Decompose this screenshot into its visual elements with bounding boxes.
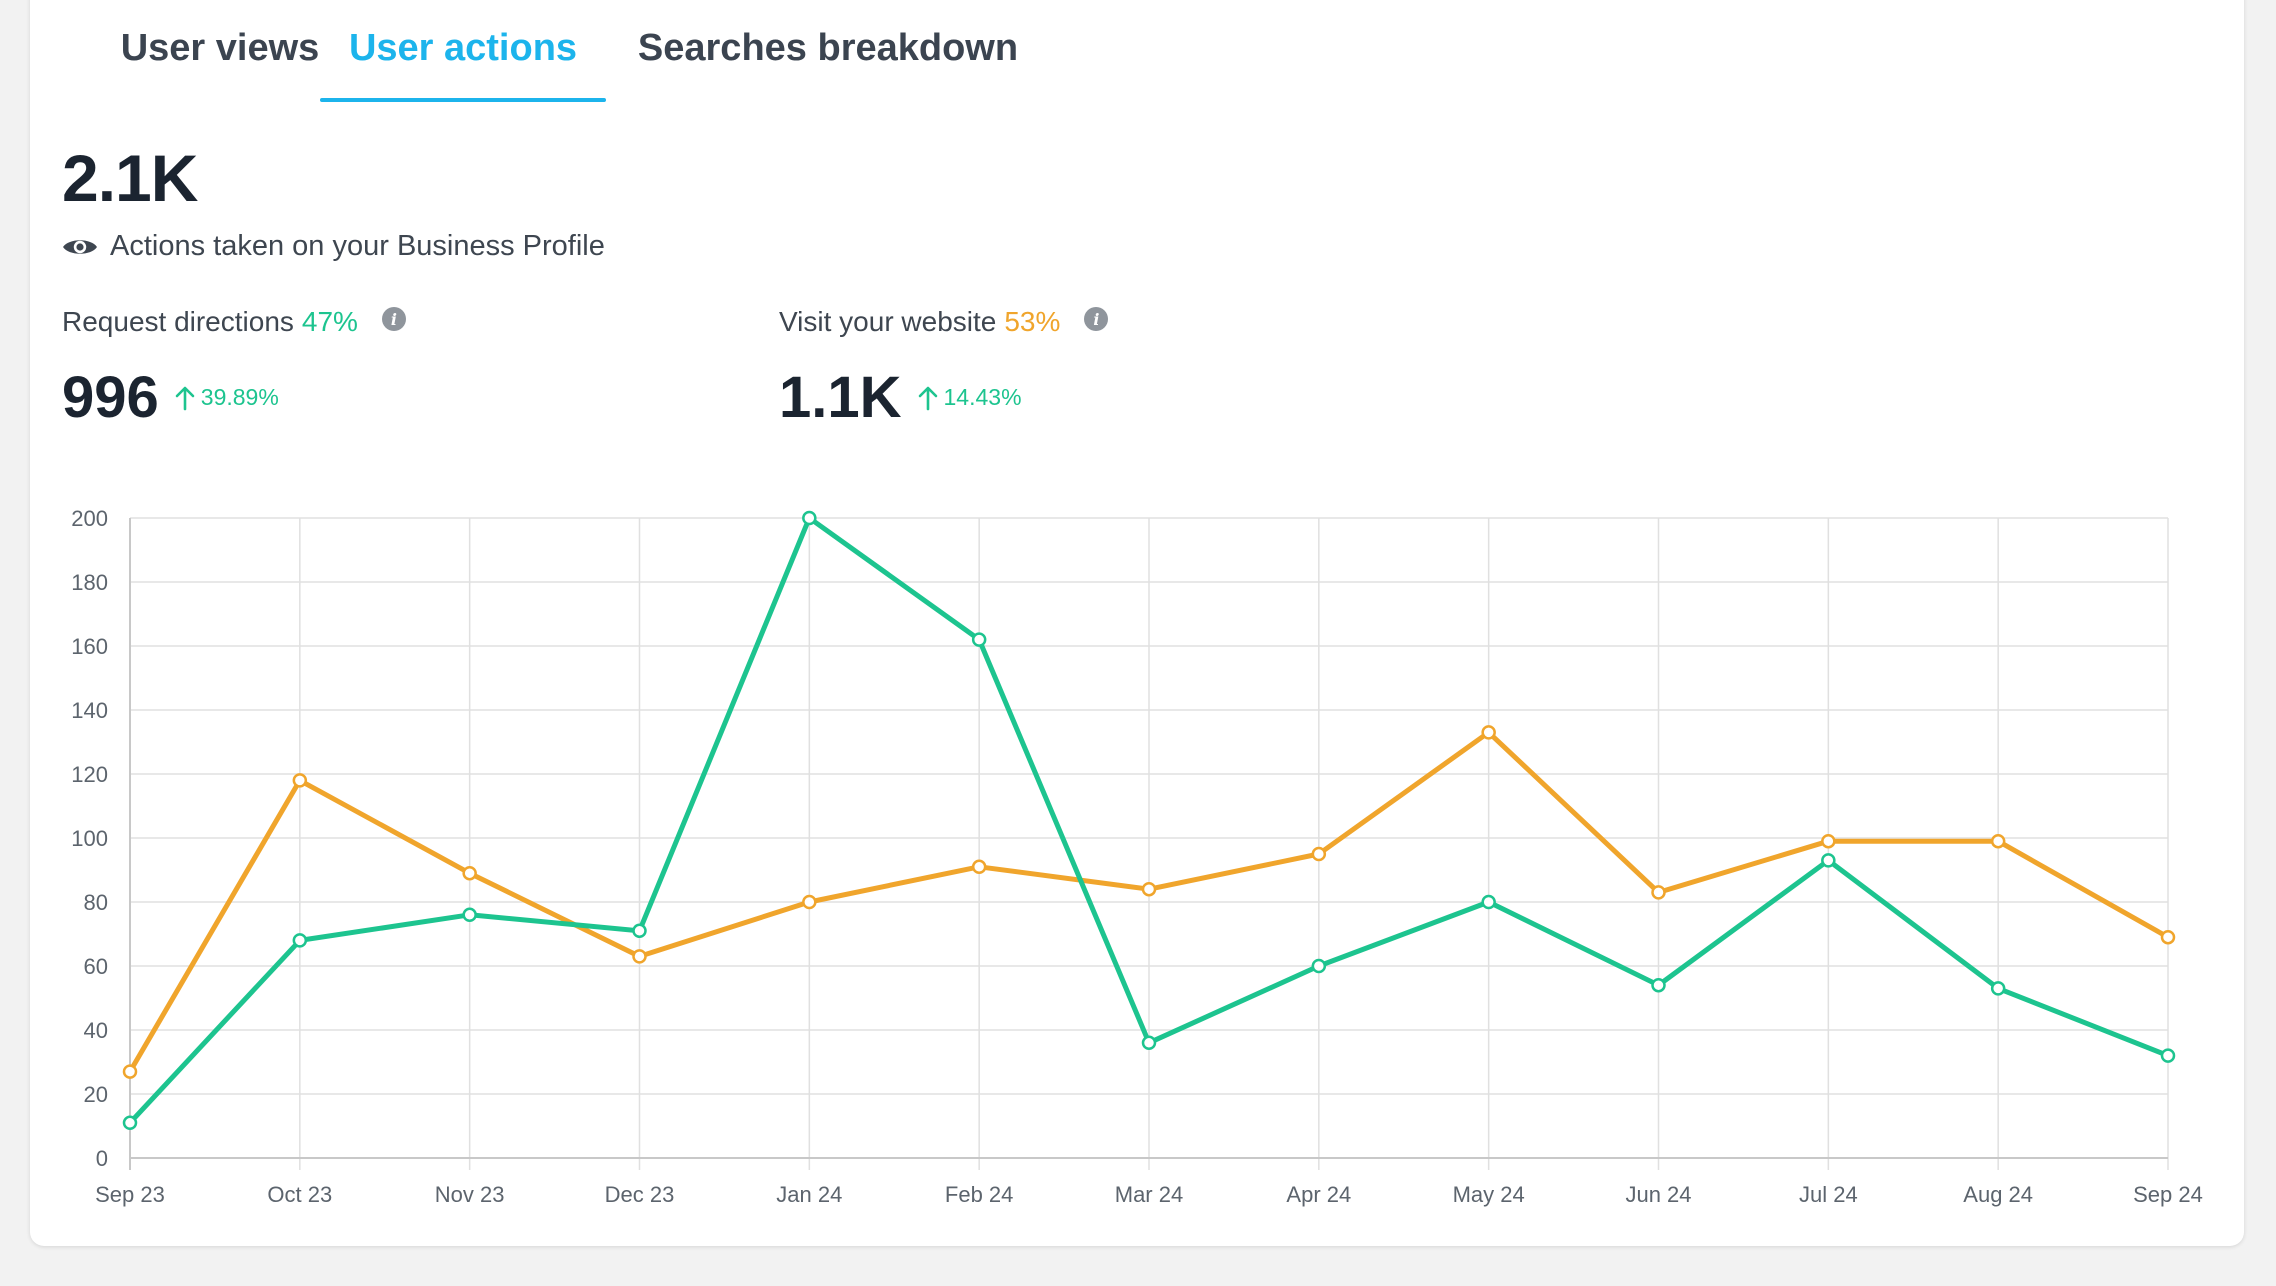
info-icon[interactable]: i xyxy=(1084,307,1109,331)
data-point xyxy=(1481,894,1496,910)
metric-value: 1.1K xyxy=(779,365,902,430)
metric-label: Visit your website xyxy=(779,306,997,337)
data-point xyxy=(1651,977,1666,993)
data-point xyxy=(632,923,647,939)
data-point xyxy=(802,510,817,526)
metric-share: 53% xyxy=(1004,306,1061,337)
x-tick-label: Sep 23 xyxy=(95,1182,165,1207)
x-tick-label: Nov 23 xyxy=(435,1182,505,1207)
y-tick-label: 120 xyxy=(71,762,108,787)
x-tick-label: Apr 24 xyxy=(1286,1182,1351,1207)
data-point xyxy=(1990,833,2006,849)
y-tick-label: 200 xyxy=(71,506,108,531)
data-point xyxy=(292,933,308,948)
x-tick-label: Feb 24 xyxy=(945,1182,1014,1207)
y-tick-label: 140 xyxy=(71,698,108,723)
y-tick-label: 80 xyxy=(84,890,108,915)
arrow-up-icon xyxy=(918,386,937,410)
metric-change-value: 39.89% xyxy=(200,384,279,410)
info-icon[interactable]: i xyxy=(381,307,406,331)
data-point xyxy=(1651,885,1666,900)
y-tick-label: 180 xyxy=(71,570,108,595)
eye-icon xyxy=(63,239,97,254)
x-tick-label: Sep 24 xyxy=(2133,1182,2203,1207)
data-point xyxy=(971,632,987,647)
tab-bar: User views User actions Searches breakdo… xyxy=(30,0,2244,116)
data-point xyxy=(1311,846,1327,862)
data-point xyxy=(2160,929,2176,945)
user-actions-card: User views User actions Searches breakdo… xyxy=(30,0,2244,1246)
data-point xyxy=(292,773,308,788)
data-point xyxy=(1141,1035,1157,1051)
x-tick-label: Aug 24 xyxy=(1963,1182,2033,1207)
data-point xyxy=(1141,881,1157,897)
tab-user-actions[interactable]: User actions xyxy=(320,0,606,102)
metric-share: 47% xyxy=(301,306,358,337)
data-point xyxy=(462,865,477,881)
tab-user-views[interactable]: User views xyxy=(120,26,320,69)
y-tick-label: 0 xyxy=(96,1146,108,1171)
metric-request-directions: Request directions 47% i 996 39.89% xyxy=(62,306,406,431)
data-point xyxy=(802,894,817,910)
data-point xyxy=(971,859,987,875)
y-tick-label: 60 xyxy=(84,954,108,979)
data-point xyxy=(632,949,647,964)
arrow-up-icon xyxy=(175,386,195,410)
data-point xyxy=(122,1064,138,1079)
tab-searches-breakdown[interactable]: Searches breakdown xyxy=(637,26,1019,69)
data-point xyxy=(1481,725,1496,740)
data-point xyxy=(462,907,477,923)
y-tick-label: 20 xyxy=(84,1082,108,1107)
data-point xyxy=(1990,981,2006,996)
metric-value: 996 xyxy=(62,365,159,430)
metric-label: Request directions xyxy=(62,306,294,337)
x-tick-label: May 24 xyxy=(1453,1182,1525,1207)
metric-change-value: 14.43% xyxy=(943,384,1022,410)
y-tick-label: 100 xyxy=(71,826,108,851)
total-actions-value: 2.1K xyxy=(62,141,198,215)
metric-visit-website: Visit your website 53% i 1.1K 14.43% xyxy=(779,306,1109,431)
y-tick-label: 40 xyxy=(84,1018,108,1043)
x-tick-label: Jun 24 xyxy=(1625,1182,1691,1207)
data-point xyxy=(122,1115,138,1131)
x-tick-label: Jan 24 xyxy=(776,1182,842,1207)
metric-change: 14.43% xyxy=(918,384,1022,411)
data-point xyxy=(1821,853,1836,868)
data-point xyxy=(1311,958,1327,974)
data-point xyxy=(1821,833,1836,849)
y-tick-label: 160 xyxy=(71,634,108,659)
metric-change: 39.89% xyxy=(175,384,279,411)
x-tick-label: Dec 23 xyxy=(605,1182,675,1207)
x-tick-label: Mar 24 xyxy=(1115,1182,1183,1207)
x-tick-label: Jul 24 xyxy=(1799,1182,1858,1207)
x-tick-label: Oct 23 xyxy=(267,1182,332,1207)
total-actions-caption: Actions taken on your Business Profile xyxy=(62,230,605,263)
data-point xyxy=(2160,1048,2176,1063)
total-actions-label: Actions taken on your Business Profile xyxy=(110,230,605,262)
